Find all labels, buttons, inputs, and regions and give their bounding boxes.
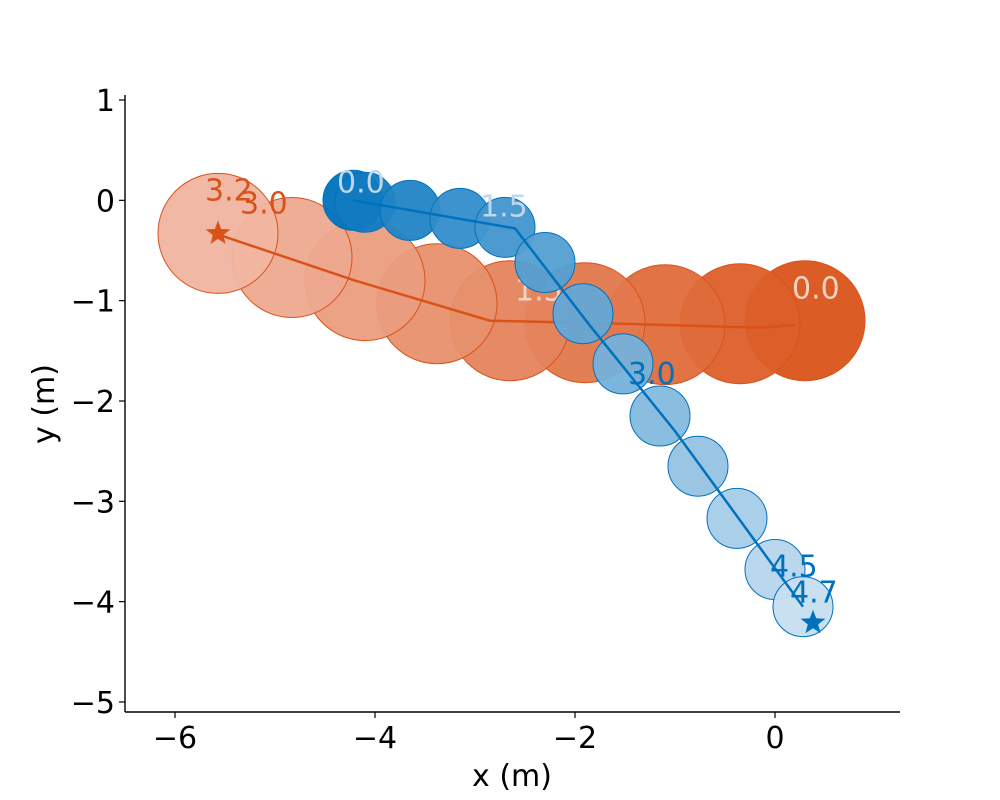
x-tick-label: −2 — [553, 721, 597, 756]
x-tick-label: 0 — [765, 721, 784, 756]
x-ticks: −6 −4 −2 0 — [153, 712, 785, 756]
goal-star-marker — [205, 220, 231, 244]
time-label: 1.5 — [480, 189, 528, 224]
y-tick-label: 1 — [96, 84, 115, 119]
trajectory-line — [352, 199, 805, 608]
y-tick-label: 0 — [96, 184, 115, 219]
y-tick-label: −3 — [71, 485, 115, 520]
trajectory-line — [214, 232, 796, 330]
y-axis-label: y (m) — [27, 364, 62, 444]
y-tick-label: −1 — [71, 285, 115, 320]
x-tick-label: −4 — [353, 721, 397, 756]
goal-star-marker — [800, 609, 826, 634]
x-tick-label: −6 — [153, 721, 197, 756]
time-label: 3.0 — [240, 186, 288, 221]
time-label: 3.2 — [205, 173, 253, 208]
x-axis-label: x (m) — [472, 759, 552, 794]
y-tick-label: −4 — [71, 586, 115, 621]
time-label: 0.0 — [792, 272, 840, 307]
trajectory-marks: 0.01.53.03.20.01.53.04.54.7 — [157, 165, 866, 638]
time-label: 4.5 — [770, 550, 818, 585]
robot-footprint-circle — [629, 385, 691, 447]
time-label: 3.0 — [628, 357, 676, 392]
time-label: 4.7 — [790, 576, 838, 611]
axes — [124, 95, 900, 713]
y-tick-label: −5 — [71, 686, 115, 721]
robot-footprint-circle — [667, 435, 729, 497]
robot-footprint-circle — [552, 283, 614, 345]
time-label: 0.0 — [337, 165, 385, 200]
series-1: 0.0 1.5 3.0 4.54.7 — [322, 165, 838, 638]
y-tick-label: −2 — [71, 385, 115, 420]
robot-footprint-circle — [706, 487, 768, 549]
y-ticks: 1 0 −1 −2 −3 −4 −5 — [71, 84, 125, 721]
